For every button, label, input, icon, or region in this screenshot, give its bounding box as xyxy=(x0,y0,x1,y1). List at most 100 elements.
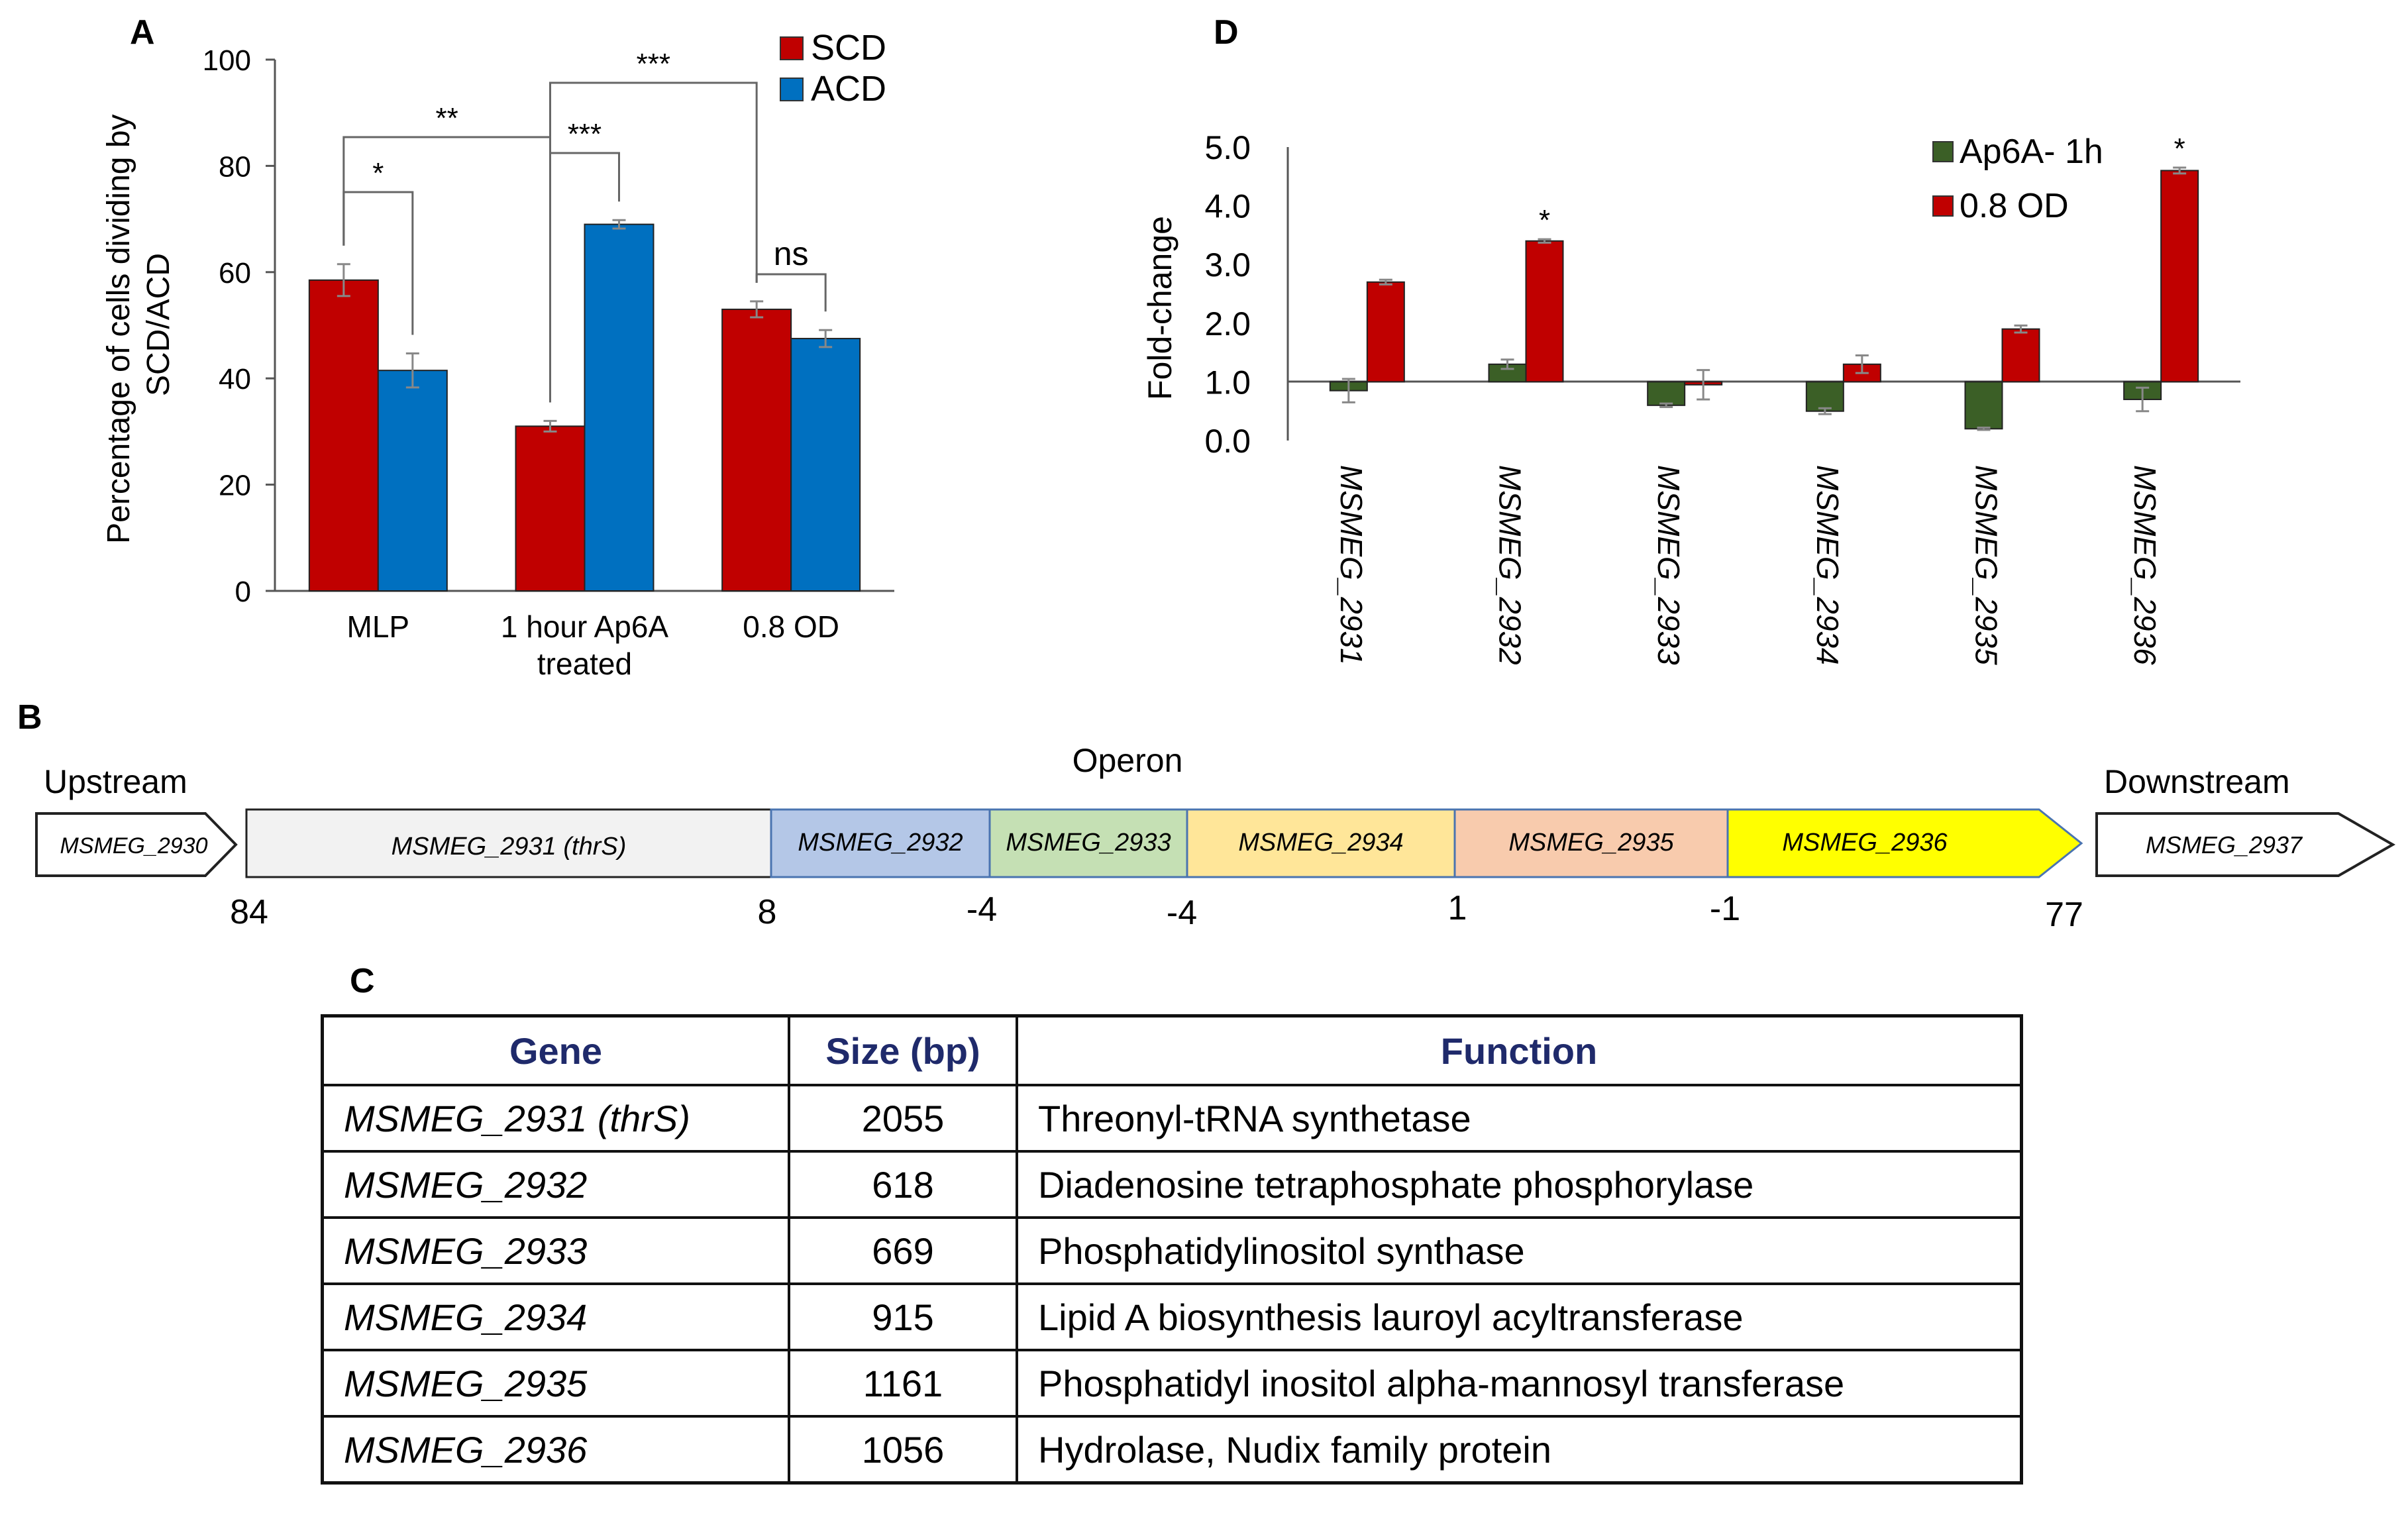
significance-label: ns xyxy=(774,235,809,272)
header-gene: Gene xyxy=(321,1014,790,1086)
legend-swatch-acd xyxy=(780,78,804,101)
cell-gene: MSMEG_2931 (thrS) xyxy=(321,1084,790,1153)
x-category-label: MSMEG_2936 xyxy=(2128,465,2162,665)
cell-function: Phosphatidyl inositol alpha-mannosyl tra… xyxy=(1016,1349,2023,1418)
y-tick-label: 40 xyxy=(219,363,251,395)
legend-swatch-ap6a xyxy=(1932,141,1954,162)
y-tick-label: 60 xyxy=(219,257,251,289)
legend-swatch-08od xyxy=(1932,195,1954,217)
significance-label: * xyxy=(1539,204,1550,236)
bar-0-8-od xyxy=(1366,281,1405,383)
table-row: MSMEG_2932 618 Diadenosine tetraphosphat… xyxy=(321,1150,2023,1219)
gene-label-2932: MSMEG_2932 xyxy=(798,829,963,857)
table-row: MSMEG_2933 669 Phosphatidylinositol synt… xyxy=(321,1216,2023,1285)
cell-size: 669 xyxy=(788,1216,1018,1285)
gene-label-upstream: MSMEG_2930 xyxy=(60,833,208,859)
y-tick-label: 2.0 xyxy=(1204,305,1251,342)
y-tick-label: 1.0 xyxy=(1204,364,1251,401)
bar-acd xyxy=(377,370,448,592)
cell-size: 2055 xyxy=(788,1084,1018,1153)
distance-label: -4 xyxy=(1167,894,1197,932)
cell-gene: MSMEG_2936 xyxy=(321,1415,790,1485)
x-category-label: MSMEG_2933 xyxy=(1651,465,1686,665)
bar-ap6a-1h xyxy=(1805,381,1844,412)
gene-arrow-downstream xyxy=(2095,812,2396,877)
legend-label-scd: SCD xyxy=(811,28,886,68)
distance-label: 77 xyxy=(2045,896,2083,934)
chart-d-y-label: Fold-change xyxy=(1141,216,1178,400)
gene-label-2934: MSMEG_2934 xyxy=(1238,829,1403,857)
distance-label: -1 xyxy=(1710,890,1740,928)
gene-table: Gene Size (bp) Function MSMEG_2931 (thrS… xyxy=(321,1014,2023,1485)
y-tick-label: 5.0 xyxy=(1204,129,1251,166)
cell-gene: MSMEG_2935 xyxy=(321,1349,790,1418)
x-category-label: treated xyxy=(537,647,632,681)
cell-function: Lipid A biosynthesis lauroyl acyltransfe… xyxy=(1016,1282,2023,1351)
legend-swatch-scd xyxy=(780,36,804,60)
gene-label-2933: MSMEG_2933 xyxy=(1006,829,1171,857)
gene-block-2935 xyxy=(1453,808,1729,878)
chart-a-legend: SCD ACD xyxy=(780,28,886,109)
significance-label: ** xyxy=(436,102,458,134)
cell-gene: MSMEG_2934 xyxy=(321,1282,790,1351)
gene-label-downstream: MSMEG_2937 xyxy=(2146,831,2303,859)
table-row: MSMEG_2935 1161 Phosphatidyl inositol al… xyxy=(321,1349,2023,1418)
bar-ap6a-1h xyxy=(1647,381,1686,406)
table-row: MSMEG_2931 (thrS) 2055 Threonyl-tRNA syn… xyxy=(321,1084,2023,1153)
panel-b-letter: B xyxy=(17,698,42,737)
bar-scd xyxy=(308,279,379,592)
significance-label: *** xyxy=(568,118,602,150)
cell-size: 1161 xyxy=(788,1349,1018,1418)
bar-0-8-od xyxy=(1525,240,1564,383)
gene-block-2931 xyxy=(245,808,772,878)
significance-label: * xyxy=(2174,132,2185,165)
chart-a-y-label-line1: Percentage of cells dividing by xyxy=(101,114,136,543)
legend-label-08od: 0.8 OD xyxy=(1960,187,2069,225)
bar-0-8-od xyxy=(2160,170,2199,383)
gene-arrow-2936 xyxy=(1726,808,2083,878)
significance-bracket xyxy=(755,273,827,312)
cell-function: Threonyl-tRNA synthetase xyxy=(1016,1084,2023,1153)
significance-label: *** xyxy=(637,48,670,80)
table-row: MSMEG_2934 915 Lipid A biosynthesis laur… xyxy=(321,1282,2023,1351)
x-category-label: 0.8 OD xyxy=(743,609,839,644)
y-tick-label: 4.0 xyxy=(1204,188,1251,225)
gene-block-2934 xyxy=(1186,808,1456,878)
distance-label: 1 xyxy=(1448,889,1467,927)
upstream-label: Upstream xyxy=(44,763,187,800)
y-tick-label: 20 xyxy=(219,470,251,502)
operon-map: Upstream Operon Downstream MSMEG_2930 MS… xyxy=(35,742,2396,934)
gene-arrow-upstream xyxy=(35,812,238,877)
x-category-label: MSMEG_2935 xyxy=(1969,465,2004,665)
downstream-label: Downstream xyxy=(2104,763,2290,800)
panel-a-letter: A xyxy=(130,13,155,52)
bar-0-8-od xyxy=(2001,328,2040,383)
header-function: Function xyxy=(1016,1014,2023,1086)
panel-d-letter: D xyxy=(1214,13,1239,52)
distance-label: -4 xyxy=(967,890,997,929)
header-size: Size (bp) xyxy=(788,1014,1018,1086)
cell-size: 618 xyxy=(788,1150,1018,1219)
y-tick-label: 0.0 xyxy=(1204,423,1251,460)
bar-acd xyxy=(790,338,861,592)
bar-scd xyxy=(515,425,586,592)
bar-acd xyxy=(584,223,654,592)
table-row: MSMEG_2936 1056 Hydrolase, Nudix family … xyxy=(321,1415,2023,1485)
x-category-label: MSMEG_2932 xyxy=(1493,465,1528,665)
distance-label: 8 xyxy=(758,893,777,931)
x-category-label: MSMEG_2931 xyxy=(1334,465,1369,665)
bar-ap6a-1h xyxy=(1964,381,2003,430)
panel-c-letter: C xyxy=(350,962,375,1000)
cell-gene: MSMEG_2932 xyxy=(321,1150,790,1219)
gene-label-2931: MSMEG_2931 (thrS) xyxy=(392,833,627,861)
y-tick-label: 80 xyxy=(219,150,251,183)
significance-label: * xyxy=(372,157,384,189)
gene-table-wrapper: Gene Size (bp) Function MSMEG_2931 (thrS… xyxy=(321,1014,2023,1485)
cell-size: 915 xyxy=(788,1282,1018,1351)
chart-a-y-label: Percentage of cells dividing by SCD/ACD xyxy=(101,105,176,544)
chart-d: 0.0 1.0 2.0 3.0 4.0 5.0 * * MSMEG_2931 MSMEG_29… xyxy=(1141,129,2240,665)
operon-label: Operon xyxy=(1073,742,1183,779)
table-header-row: Gene Size (bp) Function xyxy=(321,1014,2023,1086)
